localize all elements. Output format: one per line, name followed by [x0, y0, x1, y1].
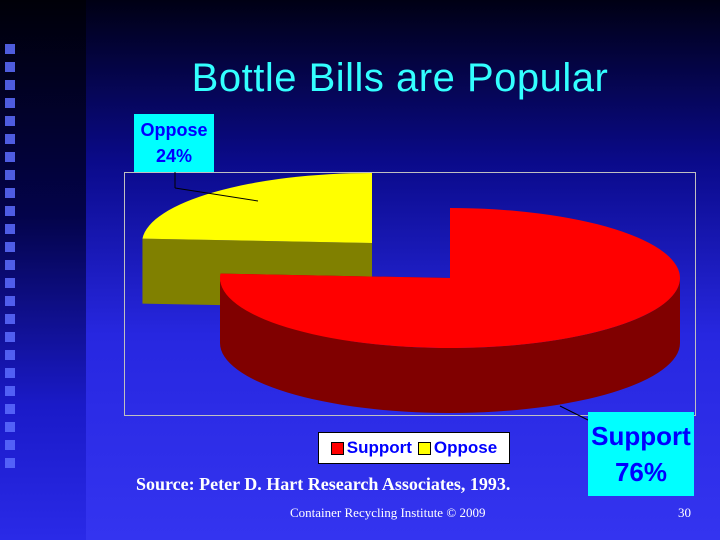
legend-item-support: Support — [330, 438, 412, 458]
oppose-label-value: 24% — [155, 146, 193, 166]
legend-item-oppose: Oppose — [417, 438, 498, 458]
support-leader-line — [559, 405, 589, 421]
legend-swatch-support — [330, 441, 344, 455]
chart-plot-frame — [124, 172, 696, 416]
chart-legend: Support Oppose — [318, 432, 510, 464]
oppose-label-text: Oppose — [140, 120, 208, 140]
slide-title: Bottle Bills are Popular — [191, 56, 609, 100]
oppose-slice-top — [142, 173, 372, 243]
left-decorative-band — [0, 0, 86, 540]
legend-label-oppose: Oppose — [433, 438, 498, 457]
support-slice-top — [219, 208, 680, 348]
oppose-data-label: Oppose 24% — [134, 114, 214, 172]
legend-swatch-oppose — [417, 441, 431, 455]
support-label-text: Support — [591, 421, 691, 451]
support-slice-side — [220, 278, 680, 413]
source-citation: Source: Peter D. Hart Research Associate… — [136, 474, 511, 494]
oppose-leader-line-2 — [174, 187, 259, 202]
support-label-value: 76% — [614, 457, 668, 487]
legend-label-support: Support — [346, 438, 412, 457]
page-number: 30 — [678, 505, 691, 520]
support-data-label: Support 76% — [588, 412, 694, 496]
footer-text: Container Recycling Institute © 2009 — [290, 505, 486, 520]
pie-slices — [142, 173, 680, 413]
decorative-squares — [5, 44, 19, 476]
